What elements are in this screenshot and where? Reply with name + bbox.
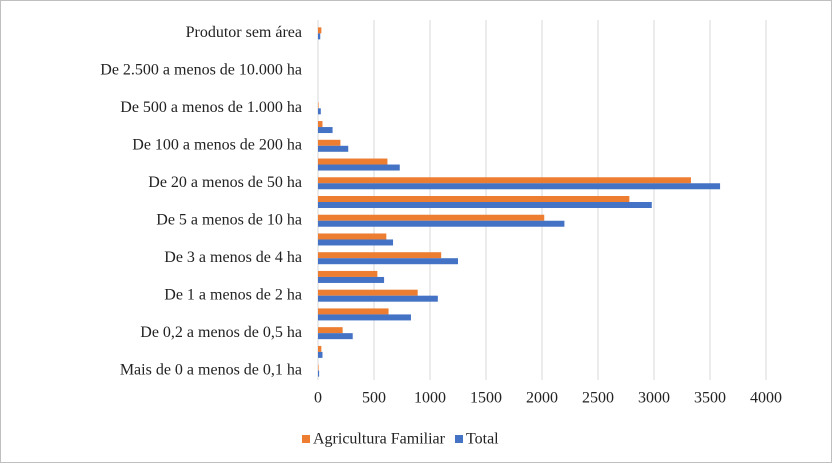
x-tick-label: 1500 bbox=[470, 390, 502, 407]
bar bbox=[318, 183, 721, 190]
y-tick-label: De 100 a menos de 200 ha bbox=[132, 136, 302, 153]
y-tick-label: De 3 a menos de 4 ha bbox=[164, 249, 302, 266]
bar bbox=[318, 270, 378, 277]
bar bbox=[318, 295, 438, 302]
legend-swatch bbox=[302, 435, 310, 443]
bar bbox=[318, 27, 322, 34]
x-tick-label: 3500 bbox=[694, 390, 726, 407]
legend-label: Total bbox=[466, 431, 499, 448]
y-tick-label: De 20 a menos de 50 ha bbox=[148, 174, 302, 191]
bar bbox=[318, 276, 385, 283]
x-tick-label: 0 bbox=[314, 390, 322, 407]
bar bbox=[318, 289, 418, 296]
bar bbox=[318, 214, 545, 221]
x-tick-label: 2500 bbox=[582, 390, 614, 407]
bar bbox=[318, 177, 691, 184]
y-tick-label: De 2.500 a menos de 10.000 ha bbox=[100, 62, 302, 79]
y-tick-label: Mais de 0 a menos de 0,1 ha bbox=[120, 361, 302, 378]
bar bbox=[318, 102, 319, 109]
bar bbox=[318, 258, 458, 265]
y-tick-label: De 5 a menos de 10 ha bbox=[156, 211, 302, 228]
bar bbox=[318, 308, 389, 315]
x-tick-label: 3000 bbox=[638, 390, 670, 407]
y-tick-label: De 0,2 a menos de 0,5 ha bbox=[140, 324, 302, 341]
bar bbox=[318, 220, 565, 227]
y-tick-label: De 1 a menos de 2 ha bbox=[164, 286, 302, 303]
bar bbox=[318, 108, 321, 115]
bar bbox=[318, 327, 343, 334]
bar bbox=[318, 370, 320, 377]
bar bbox=[318, 33, 321, 40]
x-tick-label: 1000 bbox=[414, 390, 446, 407]
x-tick-label: 4000 bbox=[750, 390, 782, 407]
bar bbox=[318, 345, 322, 352]
y-tick-label: Produtor sem área bbox=[186, 24, 302, 41]
bar bbox=[318, 158, 388, 165]
legend-swatch bbox=[454, 435, 463, 443]
bar bbox=[318, 139, 341, 146]
bar bbox=[318, 314, 411, 321]
bar bbox=[318, 202, 652, 208]
bar bbox=[318, 333, 353, 340]
bar bbox=[318, 252, 442, 259]
bar bbox=[318, 145, 349, 152]
bar bbox=[318, 121, 323, 128]
bar bbox=[318, 351, 323, 358]
x-tick-label: 500 bbox=[362, 390, 386, 407]
bar bbox=[318, 239, 394, 246]
bar bbox=[318, 127, 333, 134]
legend-label: Agricultura Familiar bbox=[313, 431, 446, 448]
bar bbox=[318, 233, 387, 240]
y-tick-label: De 500 a menos de 1.000 ha bbox=[120, 99, 302, 116]
x-tick-label: 2000 bbox=[526, 390, 558, 407]
bar bbox=[318, 164, 400, 171]
bar bbox=[318, 364, 319, 371]
bar bbox=[318, 196, 630, 202]
